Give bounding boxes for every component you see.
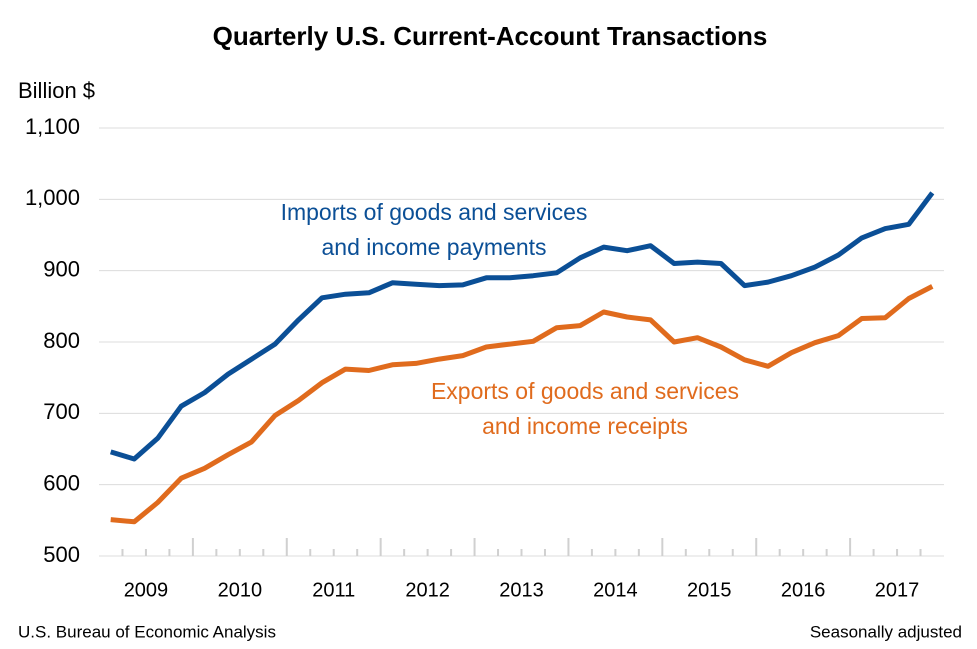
y-tick-label: 700 xyxy=(43,399,80,424)
series-annotation: Exports of goods and services xyxy=(431,378,739,404)
chart-title: Quarterly U.S. Current-Account Transacti… xyxy=(213,21,768,51)
y-tick-label: 500 xyxy=(43,542,80,567)
series-annotation: Imports of goods and services xyxy=(281,199,588,225)
x-tick-label: 2012 xyxy=(405,579,450,601)
y-tick-label: 800 xyxy=(43,328,80,353)
x-tick-label: 2014 xyxy=(593,579,638,601)
x-tick-label: 2010 xyxy=(218,579,263,601)
x-tick-label: 2017 xyxy=(875,579,920,601)
x-tick-label: 2015 xyxy=(687,579,732,601)
series-line xyxy=(110,284,934,525)
y-tick-label: 1,100 xyxy=(25,114,80,139)
source: U.S. Bureau of Economic Analysis xyxy=(18,622,276,641)
series-line xyxy=(109,191,935,462)
series-annotation: and income receipts xyxy=(482,413,688,439)
series-annotation: and income payments xyxy=(321,234,546,260)
note: Seasonally adjusted xyxy=(810,622,962,641)
y-tick-label: 1,000 xyxy=(25,185,80,210)
x-tick-label: 2013 xyxy=(499,579,544,601)
y-tick-label: 600 xyxy=(43,470,80,495)
y-axis-label: Billion $ xyxy=(18,78,95,103)
x-tick-label: 2009 xyxy=(124,579,169,601)
x-tick-label: 2016 xyxy=(781,579,826,601)
y-tick-label: 900 xyxy=(43,256,80,281)
x-tick-label: 2011 xyxy=(312,579,355,601)
